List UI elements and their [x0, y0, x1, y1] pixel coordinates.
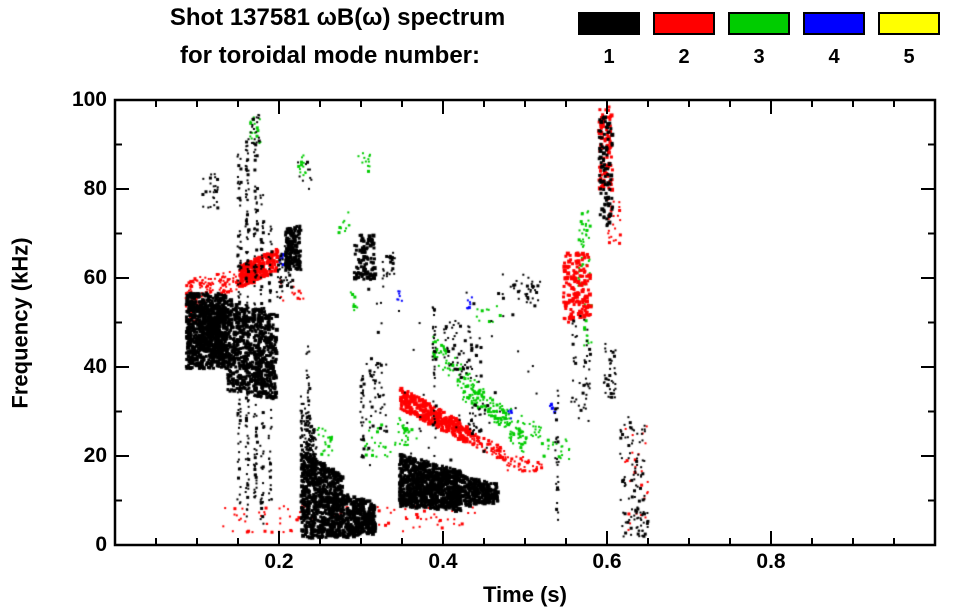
legend-swatch-n1	[578, 12, 640, 35]
legend-swatch-n3	[728, 12, 790, 35]
y-tick-label: 0	[95, 533, 107, 556]
y-axis-title: Frequency (kHz)	[7, 237, 33, 409]
legend-swatch-n5	[878, 12, 940, 35]
legend-labels: 1 2 3 4 5	[578, 46, 940, 69]
y-tick-label: 80	[83, 177, 107, 200]
y-tick-label: 100	[71, 88, 107, 111]
legend	[578, 12, 940, 35]
legend-swatch-n2	[653, 12, 715, 35]
x-tick-label: 0.4	[428, 550, 458, 573]
chart-title: Shot 137581 ωB(ω) spectrum	[169, 4, 506, 31]
legend-swatch-n4	[803, 12, 865, 35]
legend-label-n4: 4	[828, 46, 840, 68]
legend-label-n3: 3	[753, 46, 765, 68]
x-tick-label: 0.8	[756, 550, 786, 573]
legend-label-n5: 5	[903, 46, 915, 68]
y-tick-label: 60	[83, 266, 107, 289]
legend-label-n1: 1	[603, 46, 615, 68]
x-tick-label: 0.6	[592, 550, 622, 573]
chart-subtitle: for toroidal mode number:	[180, 42, 480, 69]
legend-label-n2: 2	[678, 46, 690, 68]
x-tick-label: 0.2	[264, 550, 294, 573]
y-tick-label: 40	[83, 355, 107, 378]
x-axis-title: Time (s)	[483, 582, 567, 607]
spectrogram-canvas	[115, 100, 935, 545]
y-tick-label: 20	[83, 444, 107, 467]
